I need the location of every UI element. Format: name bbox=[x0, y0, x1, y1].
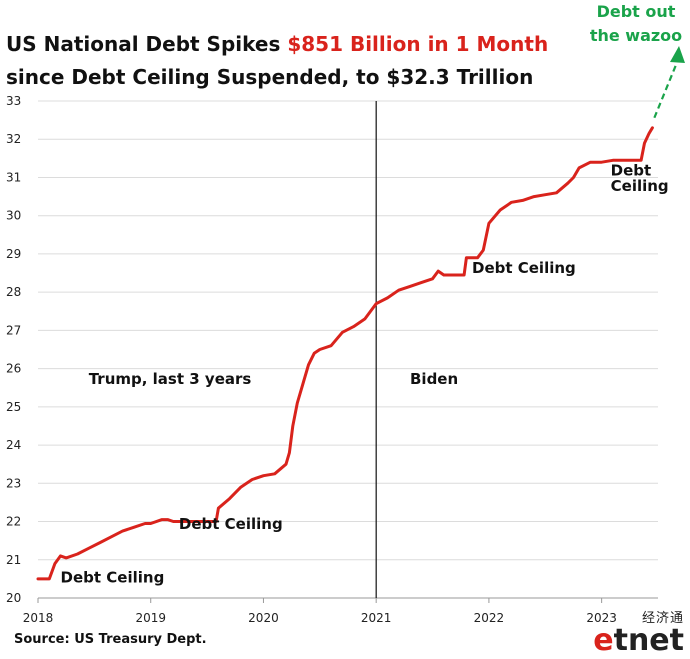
x-tick-label: 2023 bbox=[586, 611, 617, 625]
y-axis-ticks: 20 21 22 23 24 25 26 27 28 29 30 31 32 33 bbox=[6, 94, 21, 605]
x-tick-label: 2018 bbox=[23, 611, 54, 625]
debt-series-line bbox=[36, 126, 654, 581]
y-tick-label: 20 bbox=[6, 591, 21, 605]
logo-rest: tnet bbox=[613, 623, 684, 658]
chart-annotation: Biden bbox=[410, 370, 458, 388]
y-tick-label: 29 bbox=[6, 247, 21, 261]
chart-annotation: Debt bbox=[611, 162, 652, 180]
y-tick-label: 23 bbox=[6, 476, 21, 490]
y-tick-label: 31 bbox=[6, 170, 21, 184]
chart-annotation: Debt Ceiling bbox=[472, 259, 576, 277]
green-arrow-shaft bbox=[653, 59, 680, 119]
corner-annotation-line1: Debt out bbox=[596, 2, 676, 21]
y-tick-label: 22 bbox=[6, 515, 21, 529]
logo-e: e bbox=[593, 623, 614, 658]
x-tick-label: 2019 bbox=[135, 611, 166, 625]
series-group bbox=[36, 126, 654, 581]
corner-annotation-line2: the wazoo bbox=[589, 26, 683, 45]
y-tick-label: 24 bbox=[6, 438, 21, 452]
etnet-logo: etnet bbox=[593, 626, 684, 656]
y-tick-label: 27 bbox=[6, 323, 21, 337]
source-note: Source: US Treasury Dept. bbox=[14, 632, 207, 647]
green-arrow bbox=[653, 46, 685, 119]
chart-title: US National Debt Spikes $851 Billion in … bbox=[6, 28, 566, 94]
corner-annotation: Debt out the wazoo bbox=[582, 0, 690, 48]
green-arrow-head bbox=[670, 46, 685, 63]
title-prefix: US National Debt Spikes bbox=[6, 32, 288, 56]
grid-lines bbox=[38, 100, 658, 599]
x-axis-ticks: 2018 2019 2020 2021 2022 2023 bbox=[23, 597, 658, 625]
etnet-watermark: 经济通 etnet bbox=[593, 607, 684, 656]
title-line2: since Debt Ceiling Suspended, to $32.3 T… bbox=[6, 65, 534, 89]
y-tick-label: 26 bbox=[6, 362, 21, 376]
chart-annotation: Ceiling bbox=[611, 177, 669, 195]
y-tick-label: 30 bbox=[6, 209, 21, 223]
annotations-group: Debt Ceiling Debt Ceiling Debt Ceiling Debt… bbox=[61, 162, 669, 587]
x-tick-label: 2020 bbox=[248, 611, 279, 625]
y-tick-label: 33 bbox=[6, 94, 21, 108]
watermark-chinese: 经济通 bbox=[641, 611, 684, 626]
chart-annotation: Debt Ceiling bbox=[179, 515, 283, 533]
x-tick-label: 2021 bbox=[361, 611, 392, 625]
chart-annotation: Trump, last 3 years bbox=[89, 370, 252, 388]
y-tick-label: 21 bbox=[6, 553, 21, 567]
x-tick-label: 2022 bbox=[474, 611, 505, 625]
y-tick-label: 32 bbox=[6, 132, 21, 146]
y-tick-label: 25 bbox=[6, 400, 21, 414]
y-tick-label: 28 bbox=[6, 285, 21, 299]
title-highlight: $851 Billion in 1 Month bbox=[287, 32, 549, 56]
chart-annotation: Debt Ceiling bbox=[61, 569, 165, 587]
